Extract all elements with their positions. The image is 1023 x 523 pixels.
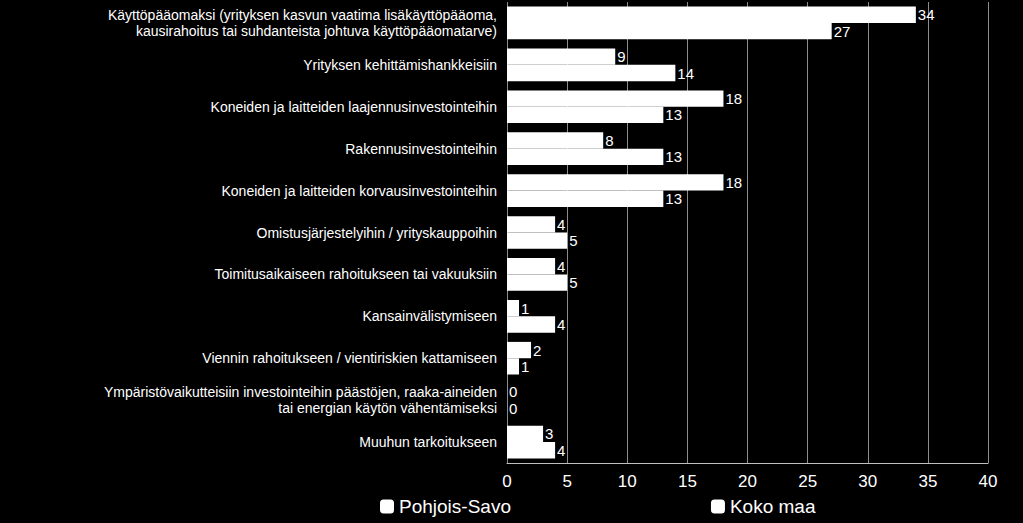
svg-text:13: 13 [665, 148, 682, 165]
svg-text:Ympäristövaikutteisiin investo: Ympäristövaikutteisiin investointeihin p… [104, 384, 497, 400]
svg-text:13: 13 [665, 190, 682, 207]
svg-text:25: 25 [798, 472, 817, 491]
svg-text:4: 4 [557, 442, 565, 459]
svg-text:13: 13 [665, 106, 682, 123]
svg-text:14: 14 [677, 65, 694, 82]
svg-text:40: 40 [979, 472, 998, 491]
svg-text:35: 35 [918, 472, 937, 491]
svg-text:5: 5 [569, 232, 577, 249]
svg-text:Käyttöpääomaksi (yrityksen kas: Käyttöpääomaksi (yrityksen kasvun vaatim… [108, 7, 497, 23]
svg-text:9: 9 [617, 48, 625, 65]
svg-text:Toimitusaikaiseen rahoitukseen: Toimitusaikaiseen rahoitukseen tai vakuu… [215, 266, 497, 282]
svg-text:0: 0 [509, 383, 517, 400]
svg-text:8: 8 [605, 132, 613, 149]
svg-text:Rakennusinvestointeihin: Rakennusinvestointeihin [345, 141, 497, 157]
svg-text:4: 4 [557, 216, 565, 233]
svg-text:3: 3 [545, 425, 553, 442]
svg-text:Kansainvälistymiseen: Kansainvälistymiseen [362, 308, 497, 324]
svg-text:5: 5 [569, 274, 577, 291]
svg-text:Omistusjärjestelyihin / yritys: Omistusjärjestelyihin / yrityskauppoihin [257, 225, 497, 241]
svg-text:18: 18 [725, 174, 742, 191]
svg-text:2: 2 [533, 342, 541, 359]
svg-text:34: 34 [918, 6, 935, 23]
svg-text:Yrityksen kehittämishankkeisii: Yrityksen kehittämishankkeisiin [303, 57, 497, 73]
svg-text:Koko maa: Koko maa [730, 496, 816, 517]
svg-text:0: 0 [509, 400, 517, 417]
svg-text:1: 1 [521, 300, 529, 317]
svg-text:0: 0 [502, 472, 511, 491]
svg-text:tai energian käytön vähentämis: tai energian käytön vähentämiseksi [278, 400, 497, 416]
svg-text:Pohjois-Savo: Pohjois-Savo [399, 496, 511, 517]
svg-text:Muuhun tarkoitukseen: Muuhun tarkoitukseen [359, 434, 497, 450]
svg-text:5: 5 [562, 472, 571, 491]
svg-text:4: 4 [557, 316, 565, 333]
svg-text:Koneiden ja laitteiden laajenn: Koneiden ja laitteiden laajennusinvestoi… [211, 99, 497, 115]
svg-text:Koneiden ja laitteiden korvaus: Koneiden ja laitteiden korvausinvestoint… [221, 183, 497, 199]
svg-text:30: 30 [858, 472, 877, 491]
svg-text:10: 10 [618, 472, 637, 491]
svg-text:1: 1 [521, 358, 529, 375]
svg-text:Viennin rahoitukseen / vientir: Viennin rahoitukseen / vientiriskien kat… [202, 350, 497, 366]
svg-text:18: 18 [725, 90, 742, 107]
svg-text:27: 27 [834, 23, 851, 40]
svg-text:kausirahoitus tai suhdanteista: kausirahoitus tai suhdanteista johtuva k… [136, 23, 497, 39]
svg-text:15: 15 [678, 472, 697, 491]
svg-text:4: 4 [557, 258, 565, 275]
svg-text:20: 20 [738, 472, 757, 491]
